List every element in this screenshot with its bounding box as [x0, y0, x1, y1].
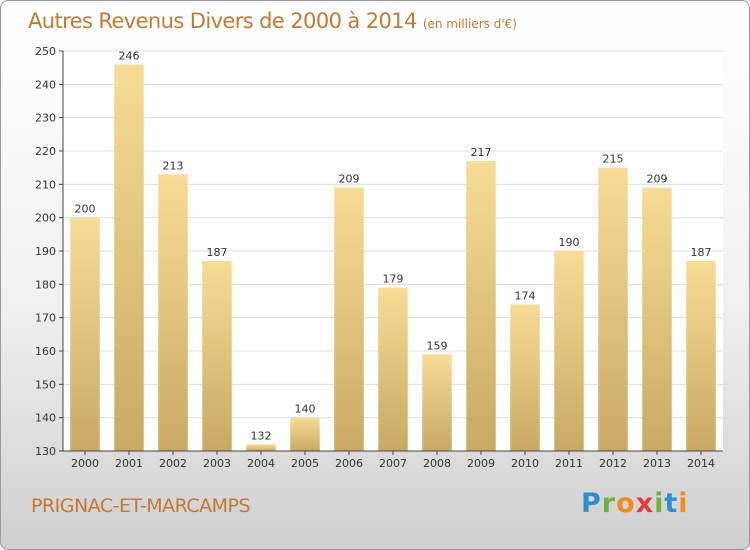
logo-letter: i	[654, 488, 665, 519]
y-tick-label: 200	[35, 212, 56, 225]
x-tick-label: 2006	[335, 457, 363, 470]
value-label: 215	[603, 153, 624, 166]
x-tick-label: 2009	[467, 457, 495, 470]
y-tick-label: 190	[35, 245, 56, 258]
value-label: 213	[163, 159, 184, 172]
bar	[554, 251, 584, 451]
value-labels: 200 246 213 187 132 140 209 179 159 217 174 190 215 2…	[75, 49, 712, 442]
x-tick-label: 2007	[379, 457, 407, 470]
chart-subtitle: (en milliers d'€)	[422, 17, 517, 31]
value-label: 132	[251, 429, 272, 442]
bar	[246, 444, 276, 451]
x-tick-label: 2013	[643, 457, 671, 470]
bar	[290, 417, 320, 451]
y-tick-label: 230	[35, 112, 56, 125]
y-tick-label: 150	[35, 378, 56, 391]
bar	[422, 354, 452, 451]
y-tick-label: 240	[35, 78, 56, 91]
value-label: 179	[383, 273, 404, 286]
bar	[158, 174, 188, 452]
logo-letter: x	[635, 488, 655, 519]
bar	[378, 287, 408, 451]
value-label: 246	[119, 49, 140, 62]
logo-letter: r	[601, 488, 617, 519]
x-tick-label: 2005	[291, 457, 319, 470]
bar	[334, 187, 364, 451]
value-label: 190	[559, 236, 580, 249]
x-tick-label: 2002	[159, 457, 187, 470]
logo-letter: P	[581, 488, 602, 519]
y-tick-label: 130	[35, 445, 56, 458]
bar	[642, 187, 672, 451]
y-tick-label: 210	[35, 178, 56, 191]
logo-letter: t	[664, 488, 679, 519]
value-label: 217	[471, 146, 492, 159]
bar	[202, 261, 232, 451]
logo-letter: i	[678, 488, 689, 519]
bar	[70, 217, 100, 451]
bar	[466, 161, 496, 451]
y-tick-label: 220	[35, 145, 56, 158]
y-tick-labels: 130 140 150 160 170 180 190 200 210 220 230 240 250	[35, 45, 56, 458]
bar	[598, 167, 628, 451]
x-tick-labels: 2000 2001 2002 2003 2004 2005 2006 2007 2008 2009…	[71, 451, 715, 470]
x-tick-label: 2008	[423, 457, 451, 470]
y-tick-label: 170	[35, 312, 56, 325]
bar	[686, 261, 716, 451]
value-label: 200	[75, 203, 96, 216]
value-label: 174	[515, 289, 536, 302]
bar	[114, 64, 144, 452]
value-label: 159	[427, 339, 448, 352]
y-tick-label: 180	[35, 278, 56, 291]
value-label: 187	[207, 246, 228, 259]
location-name: PRIGNAC-ET-MARCAMPS	[31, 495, 251, 517]
value-label: 209	[339, 173, 360, 186]
chart-title-text: Autres Revenus Divers de 2000 à 2014	[28, 9, 417, 33]
x-tick-label: 2011	[555, 457, 583, 470]
y-tick-label: 140	[35, 412, 56, 425]
x-tick-label: 2001	[115, 457, 143, 470]
x-tick-label: 2003	[203, 457, 231, 470]
bar	[510, 304, 540, 451]
x-tick-label: 2004	[247, 457, 275, 470]
x-tick-label: 2000	[71, 457, 99, 470]
x-tick-label: 2010	[511, 457, 539, 470]
proxiti-logo: Proxiti	[581, 488, 689, 519]
chart-title: Autres Revenus Divers de 2000 à 2014 (en …	[28, 9, 517, 33]
value-label: 209	[647, 173, 668, 186]
bars	[70, 64, 716, 452]
value-label: 187	[691, 246, 712, 259]
value-label: 140	[295, 403, 316, 416]
x-tick-label: 2012	[599, 457, 627, 470]
logo-letter: o	[616, 488, 636, 519]
x-tick-label: 2014	[687, 457, 715, 470]
y-tick-label: 250	[35, 45, 56, 58]
y-tick-label: 160	[35, 345, 56, 358]
